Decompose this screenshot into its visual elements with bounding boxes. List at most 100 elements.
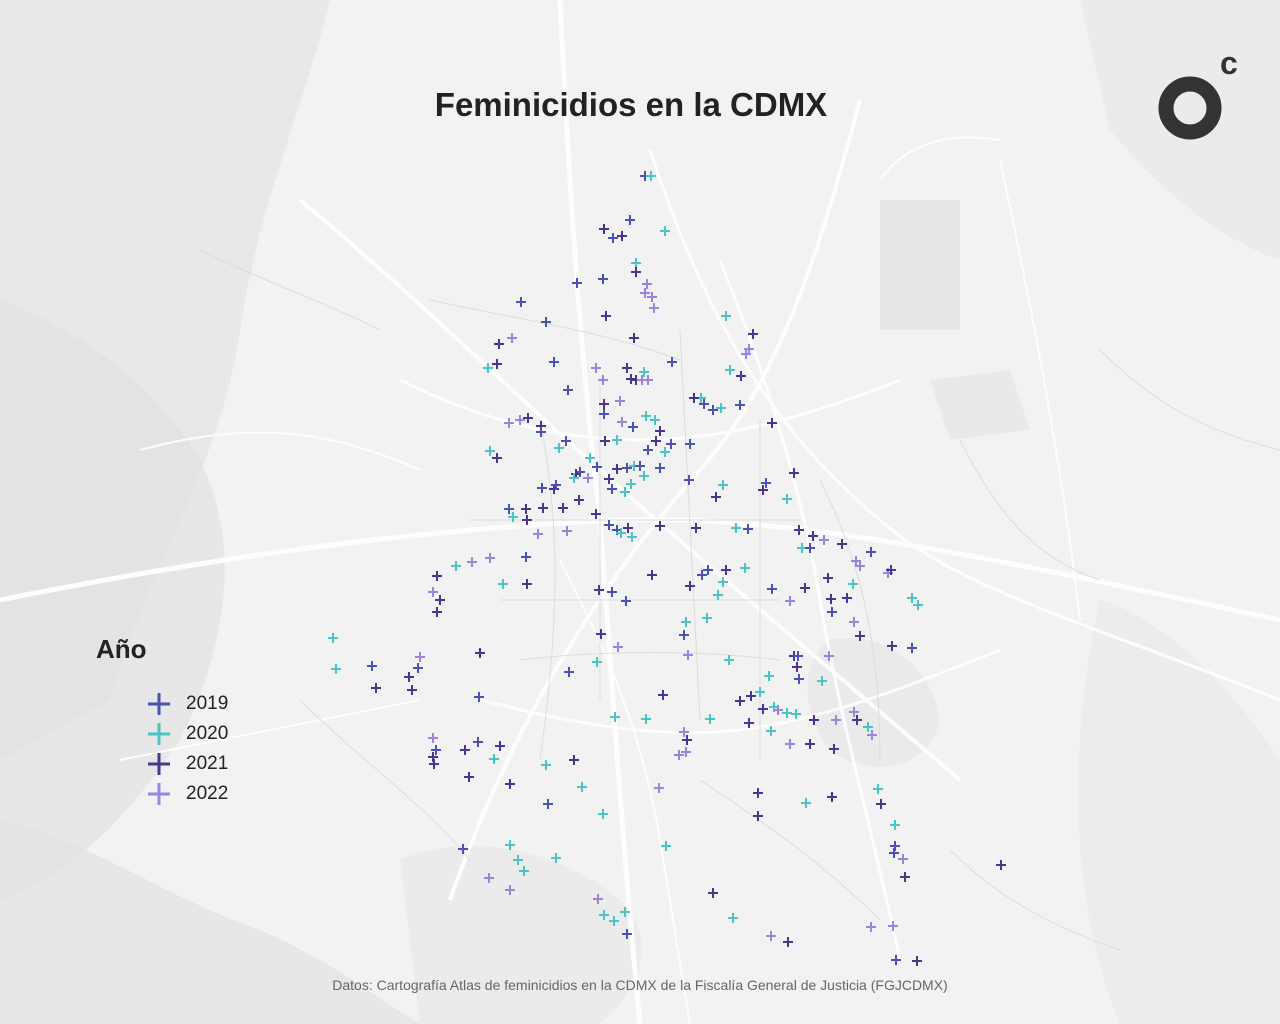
plus-icon [148,693,170,715]
plus-icon [725,365,735,375]
plus-icon [667,357,677,367]
plus-icon [616,528,626,538]
plus-icon [492,359,502,369]
plus-icon [572,278,582,288]
minor-roads [199,249,1280,951]
plus-icon [554,443,564,453]
plus-icon [607,587,617,597]
plus-icon [598,375,608,385]
legend-title: Año [96,634,147,664]
plus-icon [612,464,622,474]
plus-icon [522,515,532,525]
plus-icon [651,436,661,446]
plus-icon [331,664,341,674]
plus-icon [533,529,543,539]
plus-icon [460,745,470,755]
plus-icon [549,357,559,367]
plus-icon [866,547,876,557]
plus-icon [631,258,641,268]
plus-icon [666,439,676,449]
plus-icon [148,783,170,805]
plus-icon [766,726,776,736]
map-title: Feminicidios en la CDMX [434,86,828,123]
plus-icon [639,471,649,481]
plus-icon [684,475,694,485]
plus-icon [498,579,508,589]
plus-icon [646,171,656,181]
plus-icon [842,593,852,603]
plus-icon [585,453,595,463]
plus-icon [689,393,699,403]
plus-icon [643,445,653,455]
plus-icon [660,226,670,236]
plus-icon [551,480,561,490]
plus-icon [564,667,574,677]
plus-icon [625,215,635,225]
plus-icon [639,367,649,377]
plus-icon [753,788,763,798]
plus-icon [649,303,659,313]
plus-icon [758,485,768,495]
plus-icon [849,617,859,627]
legend-label: 2022 [186,783,229,804]
plus-icon [574,495,584,505]
plus-icon [543,799,553,809]
logo-letter: c [1220,48,1238,81]
plus-icon [650,415,660,425]
plus-icon [467,557,477,567]
plus-icon [655,521,665,531]
plus-icon [873,784,883,794]
plus-icon [635,461,645,471]
plus-icon [612,435,622,445]
plus-icon [817,676,827,686]
plus-icon [679,630,689,640]
plus-icon [658,690,668,700]
plus-icon [907,643,917,653]
plus-icon [598,809,608,819]
plus-icon [996,860,1006,870]
plus-icon [755,687,765,697]
plus-icon [428,733,438,743]
plus-icon [766,931,776,941]
plus-icon [890,820,900,830]
plus-icon [609,916,619,926]
plus-icon [867,730,877,740]
plus-icon [746,691,756,701]
plus-icon [148,753,170,775]
plus-icon [621,596,631,606]
plus-icon [523,413,533,423]
plus-icon [808,531,818,541]
plus-icon [484,873,494,883]
plus-icon [640,288,650,298]
plus-icon [647,570,657,580]
plus-icon [855,561,865,571]
plus-icon [495,741,505,751]
plus-icon [740,563,750,573]
plus-icon [661,841,671,851]
plus-icon [551,853,561,863]
plus-icon [415,652,425,662]
plus-icon [629,333,639,343]
plus-icon [718,577,728,587]
plus-icon [558,503,568,513]
plus-icon [900,872,910,882]
plus-icon [801,798,811,808]
plus-icon [805,543,815,553]
plus-icon [485,446,495,456]
plus-icon [898,854,908,864]
plus-icon [783,937,793,947]
plus-icon [888,921,898,931]
plus-icon [855,631,865,641]
plus-icon [641,714,651,724]
plus-icon [604,474,614,484]
plus-icon [431,745,441,755]
plus-icon [622,929,632,939]
plus-icon [458,844,468,854]
plus-icon [764,671,774,681]
plus-icon [889,848,899,858]
plus-icon [824,651,834,661]
legend-label: 2021 [186,753,229,774]
plus-icon [809,715,819,725]
